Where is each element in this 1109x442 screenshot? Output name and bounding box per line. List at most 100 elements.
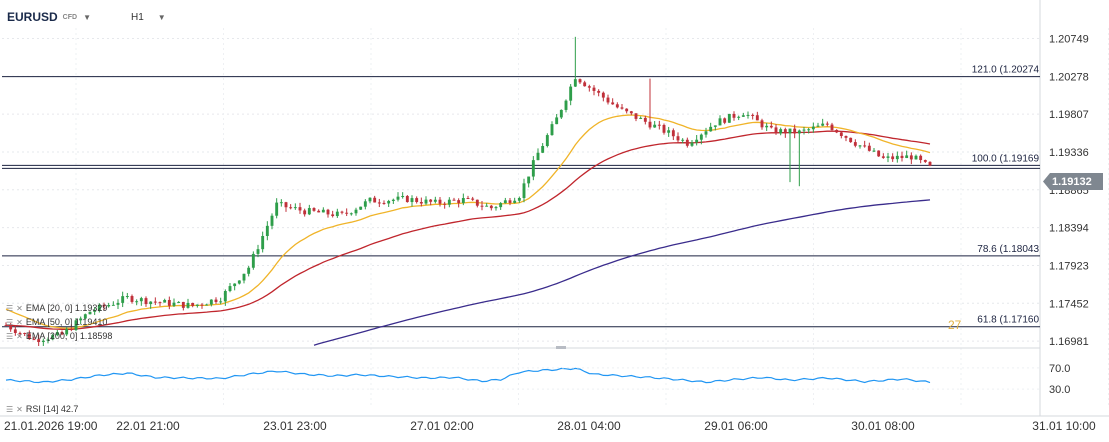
- candle-body: [144, 298, 148, 305]
- candle-body: [681, 139, 685, 141]
- candle-body: [811, 126, 815, 130]
- candle-body: [233, 283, 237, 287]
- instrument-type-label: CFD: [62, 13, 78, 21]
- rsi-line: [5, 367, 931, 384]
- candle-body: [125, 296, 129, 298]
- candle-body: [359, 206, 363, 210]
- candle-body: [111, 304, 115, 306]
- candle-body: [60, 332, 64, 335]
- candle-body: [270, 215, 274, 226]
- fib-level-label: 121.0 (1.20274: [972, 65, 1040, 76]
- candle-body: [592, 87, 596, 91]
- candle-body: [611, 102, 615, 105]
- symbol-dropdown-caret-icon[interactable]: ▼: [83, 12, 91, 22]
- candle-body: [783, 129, 787, 134]
- candle-body: [634, 113, 638, 119]
- candle-body: [4, 325, 8, 327]
- y-tick-label: 1.17452: [1049, 298, 1089, 310]
- candle-body: [107, 305, 111, 307]
- legend-rsi-text: RSI [14] 42.7: [25, 404, 79, 414]
- candle-body: [704, 131, 708, 135]
- candle-body: [583, 82, 587, 87]
- candle-body: [335, 211, 339, 217]
- candle-body: [489, 205, 493, 209]
- candle-body: [601, 92, 605, 98]
- candle-body: [83, 314, 87, 319]
- timeframe-dropdown-caret-icon[interactable]: ▼: [157, 12, 166, 22]
- candle-body: [648, 121, 652, 128]
- candle-body: [755, 115, 759, 121]
- close-icon[interactable]: ✕: [16, 317, 23, 327]
- candle-body: [312, 208, 316, 211]
- candle-body: [46, 339, 50, 341]
- candle-body: [167, 299, 171, 306]
- candle-body: [564, 100, 568, 110]
- candle-body: [597, 90, 601, 93]
- candle-body: [587, 86, 591, 88]
- candle-body: [746, 114, 750, 116]
- close-icon[interactable]: ✕: [16, 331, 23, 341]
- candle-body: [499, 203, 503, 208]
- candle-body: [513, 200, 517, 203]
- candle-body: [853, 142, 857, 146]
- candle-body: [727, 113, 731, 123]
- eye-icon[interactable]: ☰: [6, 331, 14, 341]
- candle-body: [839, 132, 843, 137]
- candle-body: [382, 202, 386, 204]
- fib-level-label: 61.8 (1.17160: [977, 315, 1039, 326]
- x-tick-label: 21.01.2026 19:00: [4, 419, 98, 433]
- candle-body: [419, 202, 423, 204]
- candle-body: [424, 199, 428, 204]
- candle-body: [765, 125, 769, 128]
- candle-body: [867, 145, 871, 151]
- candle-body: [643, 117, 647, 122]
- eye-icon[interactable]: ☰: [6, 317, 14, 327]
- symbol-label: EURUSD: [7, 10, 58, 24]
- candle-body: [186, 302, 190, 308]
- candle-body: [149, 301, 153, 305]
- candle-body: [695, 139, 699, 143]
- candle-body: [37, 339, 41, 343]
- candle-body: [317, 210, 321, 213]
- candle-body: [858, 145, 862, 147]
- candle-body: [615, 104, 619, 108]
- candle-body: [457, 200, 461, 203]
- candle-body: [93, 310, 97, 312]
- panel-resize-handle[interactable]: [556, 346, 566, 349]
- candle-body: [121, 296, 125, 303]
- candle-body: [685, 139, 689, 146]
- eye-icon[interactable]: ☰: [6, 303, 14, 313]
- candle-body: [928, 161, 932, 166]
- candle-body: [653, 124, 657, 128]
- candle-body: [433, 199, 437, 202]
- x-tick-label: 23.01 23:00: [263, 419, 327, 433]
- candle-body: [779, 129, 783, 134]
- candle-body: [797, 130, 801, 134]
- fib-level-label: 100.0 (1.19169: [972, 153, 1040, 164]
- x-tick-label: 30.01 08:00: [851, 419, 915, 433]
- candle-body: [471, 198, 475, 200]
- candle-body: [130, 296, 134, 302]
- candle-body: [737, 116, 741, 118]
- y-tick-label: 1.20749: [1049, 34, 1089, 46]
- candle-body: [723, 118, 727, 123]
- candle-body: [671, 130, 675, 137]
- eye-icon[interactable]: ☰: [6, 404, 14, 414]
- candle-body: [261, 235, 265, 250]
- close-icon[interactable]: ✕: [16, 404, 23, 414]
- candle-body: [769, 125, 773, 128]
- candle-body: [485, 205, 489, 207]
- candle-body: [97, 304, 101, 311]
- candle-body: [657, 124, 661, 126]
- candle-body: [163, 299, 167, 303]
- candle-body: [825, 123, 829, 125]
- candle-body: [821, 123, 825, 126]
- candle-body: [321, 209, 325, 213]
- close-icon[interactable]: ✕: [16, 303, 23, 313]
- candle-body: [65, 328, 69, 335]
- candle-body: [401, 196, 405, 198]
- candle-body: [555, 117, 559, 125]
- legend-ema200: ☰ ✕ EMA [200, 0] 1.18598: [6, 331, 112, 341]
- candle-body: [177, 301, 181, 303]
